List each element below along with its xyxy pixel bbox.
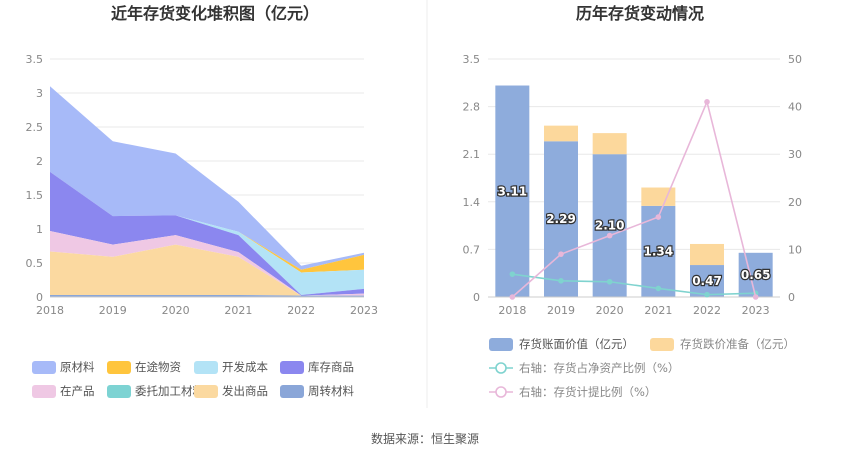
impairment-reserve-bar	[592, 133, 627, 155]
right-chart-title: 历年存货变动情况	[576, 4, 704, 23]
legend-label: 开发成本	[222, 360, 268, 374]
left-y-tick-label: 0	[36, 291, 43, 304]
right-x-tick-label: 2021	[644, 304, 672, 317]
legend-swatch	[194, 385, 218, 398]
right-x-tick-label: 2022	[693, 304, 721, 317]
book-value-bar	[544, 141, 578, 297]
bar-data-label: 2.29	[546, 212, 576, 226]
right-y2-tick-label: 0	[788, 291, 795, 304]
provision-point	[655, 214, 662, 220]
area-series	[50, 244, 364, 296]
data-source-text: 数据来源：恒生聚源	[371, 431, 479, 446]
left-x-tick-label: 2022	[287, 304, 315, 317]
book-value-bar	[738, 252, 773, 297]
legend-swatch	[32, 385, 56, 398]
right-x-tick-label: 2018	[498, 304, 526, 317]
bar-data-label: 1.34	[644, 244, 674, 258]
impairment-reserve-bar	[641, 187, 676, 206]
left-y-tick-label: 3	[36, 87, 43, 100]
bar-data-label: 0.65	[741, 268, 771, 282]
legend-label: 库存商品	[308, 360, 354, 374]
legend-label: 委托加工材料	[135, 384, 204, 398]
right-y2-tick-label: 30	[788, 148, 802, 161]
ratio-point	[655, 285, 662, 292]
ratio-line	[512, 273, 756, 296]
area-series	[50, 171, 364, 295]
right-y2-tick-label: 20	[788, 196, 802, 209]
provision-line	[511, 99, 757, 298]
left-x-tick-label: 2021	[224, 304, 252, 317]
right-y-tick-label: 0	[473, 291, 480, 304]
right-x-tick-label: 2019	[547, 304, 575, 317]
legend-swatch	[32, 361, 56, 374]
legend-label: 存货跌价准备（亿元）	[680, 337, 795, 351]
legend-label: 在产品	[60, 384, 95, 398]
impairment-reserve-bar	[690, 243, 724, 266]
legend-line-marker-dot	[495, 386, 507, 398]
legend-label: 在途物资	[135, 360, 181, 374]
left-y-tick-label: 1	[36, 223, 43, 236]
right-y-tick-label: 2.1	[463, 148, 481, 161]
legend-label: 右轴：存货占净资产比例（%）	[519, 361, 679, 375]
area-series	[50, 171, 364, 273]
right-y2-tick-label: 10	[788, 243, 802, 256]
left-chart-title: 近年存货变化堆积图（亿元）	[111, 4, 319, 23]
left-y-tick-label: 2	[36, 155, 43, 168]
right-y2-tick-label: 50	[788, 53, 802, 66]
legend-swatch	[107, 361, 131, 374]
book-value-bar	[690, 265, 724, 297]
legend-label: 存货账面价值（亿元）	[519, 337, 634, 351]
legend-swatch	[280, 361, 304, 374]
impairment-reserve-bar	[544, 125, 578, 142]
left-x-tick-label: 2023	[350, 304, 378, 317]
book-value-bar	[495, 85, 530, 298]
legend-label: 原材料	[60, 360, 95, 374]
area-series	[50, 294, 364, 297]
legend-swatch	[280, 385, 304, 398]
left-y-tick-label: 1.5	[26, 189, 44, 202]
provision-point	[606, 232, 613, 239]
right-y-tick-label: 1.4	[463, 196, 481, 209]
right-x-tick-label: 2023	[742, 304, 770, 317]
provision-point	[752, 294, 759, 300]
left-y-tick-label: 2.5	[26, 121, 44, 134]
right-y-tick-label: 3.5	[463, 53, 481, 66]
right-y2-tick-label: 40	[788, 101, 802, 114]
area-series	[50, 231, 364, 296]
bar-data-label: 0.47	[692, 274, 722, 288]
ratio-point	[606, 278, 613, 285]
legend-swatch	[489, 338, 513, 351]
provision-point	[509, 294, 516, 300]
legend-label: 周转材料	[308, 384, 354, 398]
provision-point	[704, 99, 710, 105]
left-x-tick-label: 2020	[162, 304, 190, 317]
right-y-tick-label: 2.8	[463, 101, 481, 114]
ratio-point	[704, 291, 710, 298]
right-y-tick-label: 0.7	[463, 243, 481, 256]
area-series	[50, 86, 364, 270]
left-y-tick-label: 0.5	[26, 257, 44, 270]
ratio-point	[558, 278, 564, 284]
legend-label: 发出商品	[222, 384, 268, 398]
area-series	[50, 171, 364, 296]
legend-line-marker-dot	[495, 362, 507, 374]
provision-point	[558, 251, 564, 257]
ratio-point	[509, 271, 516, 277]
left-y-tick-label: 3.5	[26, 53, 44, 66]
right-x-tick-label: 2020	[596, 304, 624, 317]
left-x-tick-label: 2018	[36, 304, 64, 317]
legend-swatch	[194, 361, 218, 374]
legend-label: 右轴：存货计提比例（%）	[519, 385, 656, 399]
bar-data-label: 3.11	[498, 184, 528, 198]
legend-swatch	[650, 338, 674, 351]
left-x-tick-label: 2019	[99, 304, 127, 317]
book-value-bar	[592, 154, 627, 297]
legend-swatch	[107, 385, 131, 398]
bar-data-label: 2.10	[595, 219, 625, 233]
